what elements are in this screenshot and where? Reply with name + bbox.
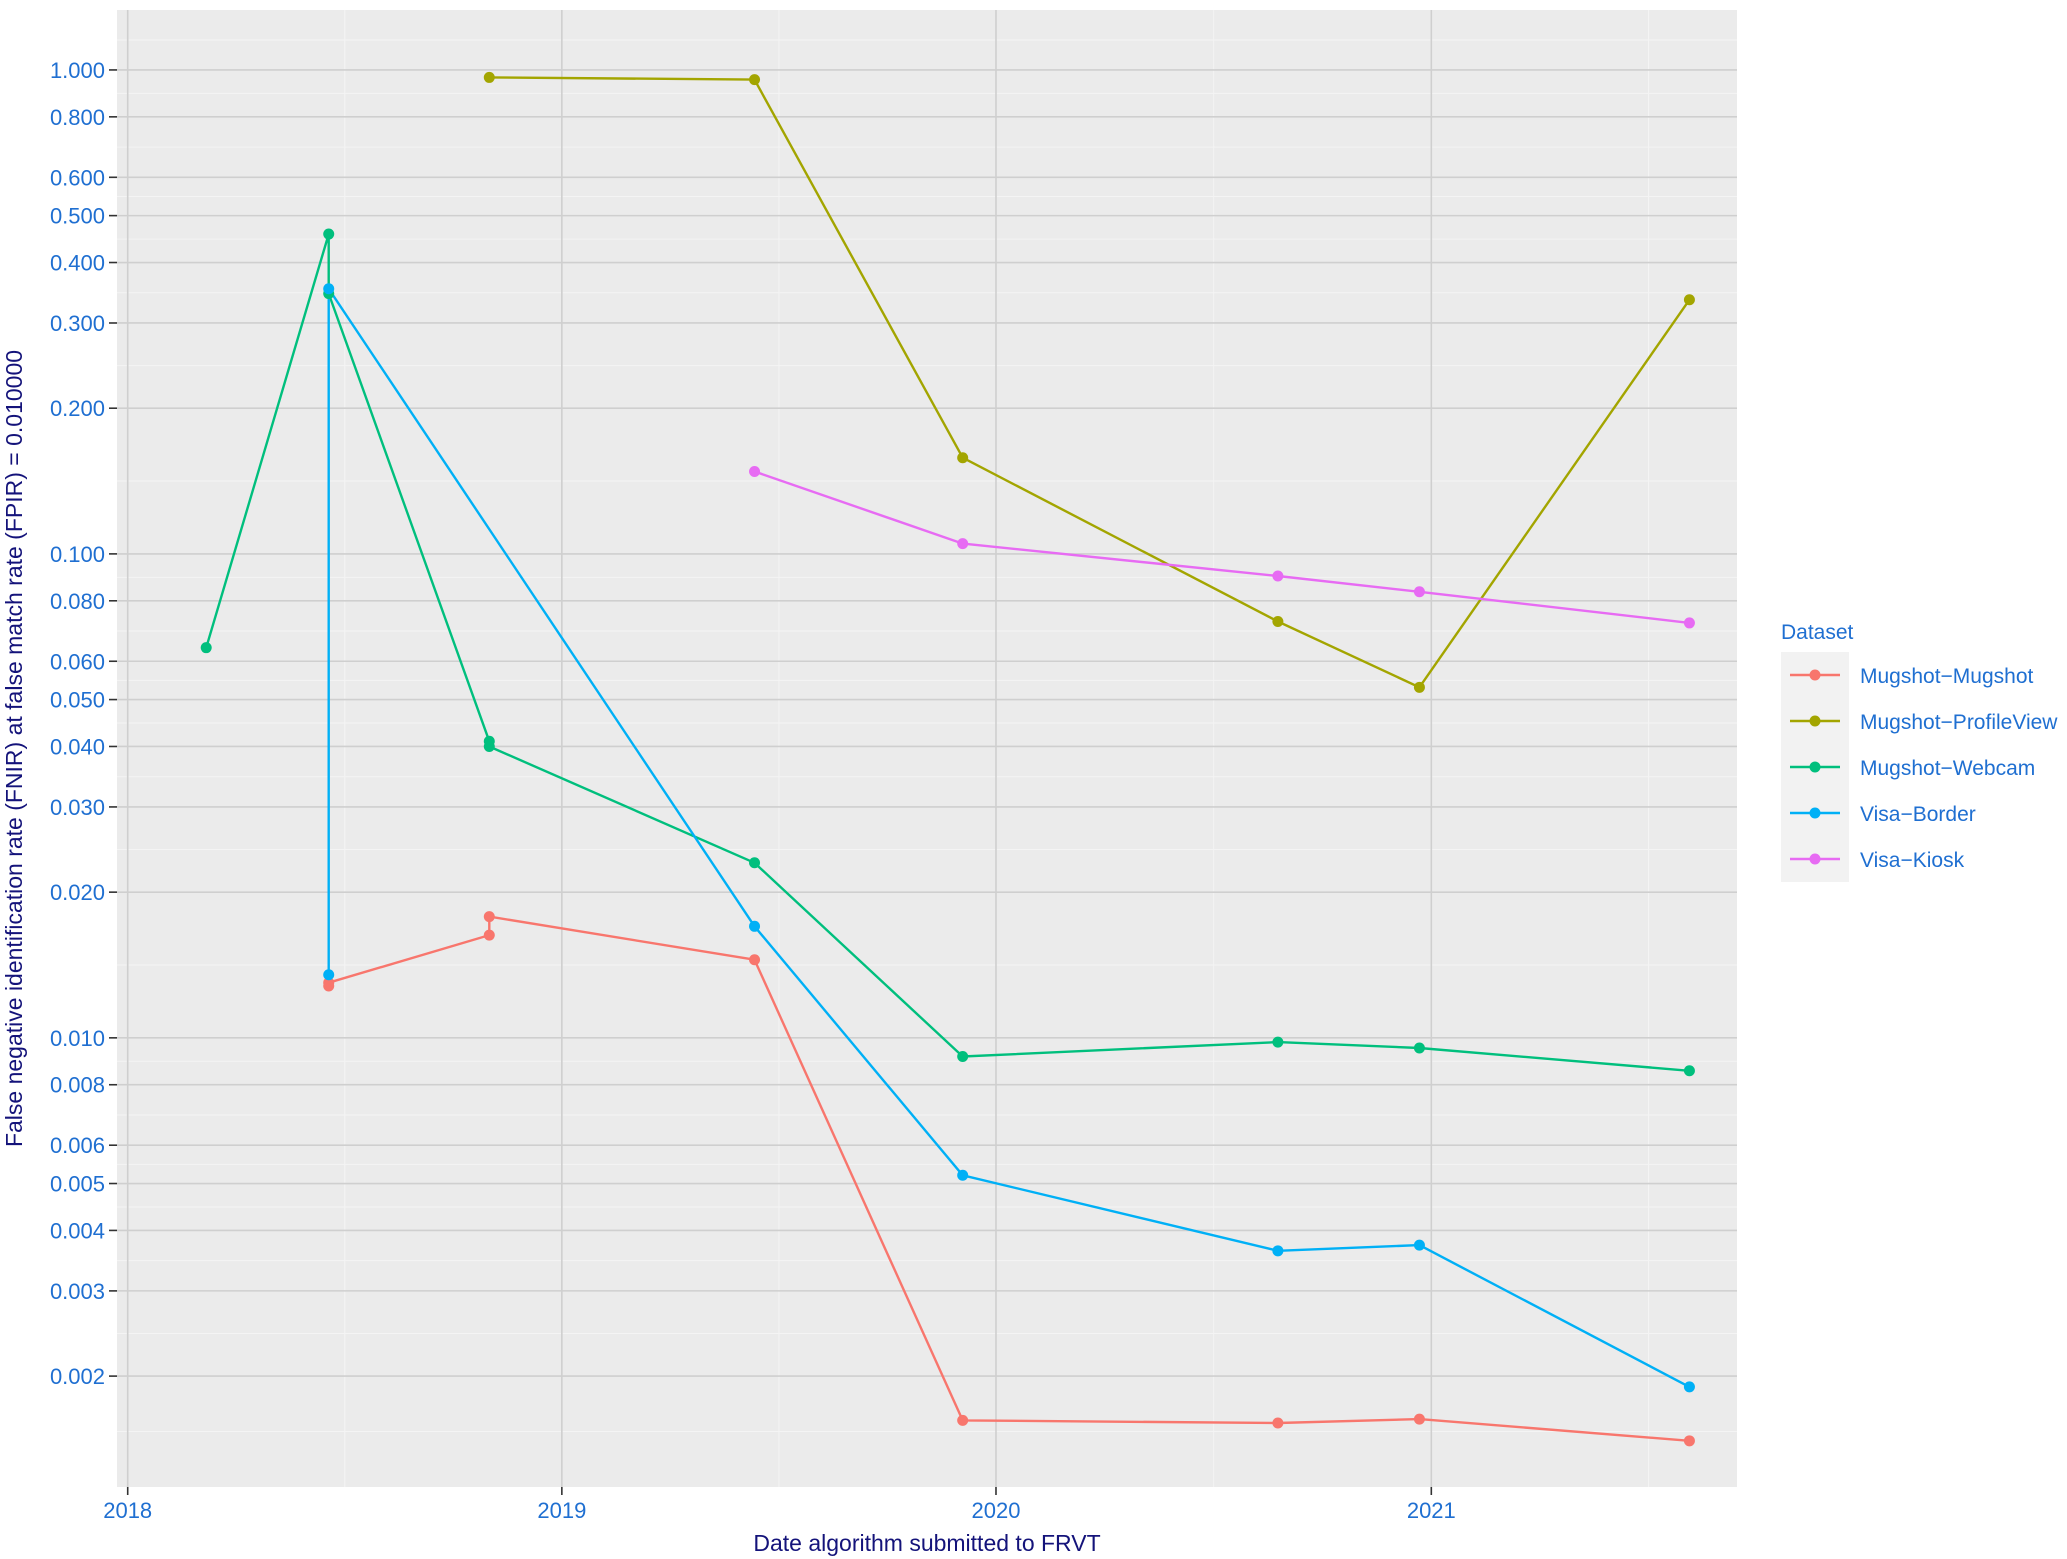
data-point [957, 1169, 969, 1181]
y-tick-label: 0.500 [50, 204, 105, 229]
y-tick-label: 0.800 [50, 105, 105, 130]
data-point [323, 969, 335, 981]
data-point [323, 283, 335, 295]
data-point [1413, 1239, 1425, 1251]
y-axis-title: False negative identification rate (FNIR… [1, 350, 27, 1147]
legend-label: Visa−Kiosk [1860, 849, 1965, 872]
series-line [205, 232, 1690, 1072]
data-point [1683, 1065, 1695, 1077]
data-point [957, 452, 969, 464]
data-point [200, 642, 212, 654]
data-point [1413, 1413, 1425, 1425]
plot-panel [117, 10, 1737, 1487]
minor-gridlines [117, 10, 1737, 1487]
legend-items: Mugshot−Mugshot Mugshot−ProfileView Mugsho… [1790, 665, 2058, 872]
y-tick-label: 0.030 [50, 795, 105, 820]
data-point [1272, 1036, 1284, 1048]
data-point [749, 954, 761, 966]
data-point [1272, 1417, 1284, 1429]
y-tick-label: 0.005 [50, 1172, 105, 1197]
data-point [323, 977, 335, 989]
y-tick-label: 0.060 [50, 649, 105, 674]
y-tick-label: 0.400 [50, 251, 105, 276]
y-tick-label: 0.010 [50, 1026, 105, 1051]
data-point [1272, 1245, 1284, 1257]
x-tick-label: 2021 [1407, 1498, 1456, 1523]
data-point [483, 71, 495, 83]
y-tick-label: 1.000 [50, 58, 105, 83]
legend-label: Mugshot−Webcam [1860, 757, 2035, 780]
data-point [1413, 681, 1425, 693]
data-point [749, 465, 761, 477]
y-tick-label: 0.600 [50, 165, 105, 190]
y-tick-label: 0.100 [50, 542, 105, 567]
y-tick-label: 0.200 [50, 396, 105, 421]
data-point [1413, 1042, 1425, 1054]
data-point [749, 857, 761, 869]
legend-key-point [1809, 807, 1821, 819]
y-tick-label: 0.006 [50, 1133, 105, 1158]
data-point [1413, 586, 1425, 598]
y-tick-label: 0.020 [50, 880, 105, 905]
data-point [1272, 570, 1284, 582]
data-point [957, 1051, 969, 1063]
y-tick-label: 0.008 [50, 1073, 105, 1098]
y-tick-label: 0.004 [50, 1218, 105, 1243]
y-tick-label: 0.003 [50, 1279, 105, 1304]
data-point [957, 538, 969, 550]
data-point [1683, 1435, 1695, 1447]
y-tick-label: 0.040 [50, 734, 105, 759]
x-tick-label: 2018 [103, 1498, 152, 1523]
y-tick-label: 0.002 [50, 1364, 105, 1389]
legend-label: Visa−Border [1860, 803, 1976, 826]
major-gridlines [117, 10, 1737, 1487]
legend-label: Mugshot−Mugshot [1860, 665, 2034, 688]
x-tick-label: 2020 [972, 1498, 1021, 1523]
data-point [483, 929, 495, 941]
legend-key-point [1809, 669, 1821, 681]
legend: Dataset Mugshot−Mugshot Mugshot−ProfileVi… [1781, 621, 2058, 882]
legend-key-point [1809, 715, 1821, 727]
data-point [749, 920, 761, 932]
y-tick-label: 0.050 [50, 688, 105, 713]
x-axis-title: Date algorithm submitted to FRVT [753, 1530, 1100, 1556]
legend-label: Mugshot−ProfileView [1860, 711, 2058, 734]
data-point [1683, 617, 1695, 629]
data-point [483, 911, 495, 923]
legend-key-point [1809, 761, 1821, 773]
x-axis: 2018 2019 2020 2021 [103, 1487, 1456, 1523]
data-point [483, 740, 495, 752]
series-points [200, 71, 1695, 1447]
data-point [1683, 1381, 1695, 1393]
legend-title: Dataset [1781, 621, 1854, 644]
series-line [489, 76, 1691, 689]
y-axis: 0.002 0.003 0.004 0.005 0.006 0.008 0.010 0.020… [50, 58, 117, 1389]
data-point [1272, 615, 1284, 627]
data-point [1683, 294, 1695, 306]
y-tick-label: 0.300 [50, 311, 105, 336]
legend-key-point [1809, 853, 1821, 865]
data-point [749, 74, 761, 86]
x-tick-label: 2019 [537, 1498, 586, 1523]
data-point [957, 1414, 969, 1426]
y-tick-label: 0.080 [50, 589, 105, 614]
data-point [323, 228, 335, 240]
